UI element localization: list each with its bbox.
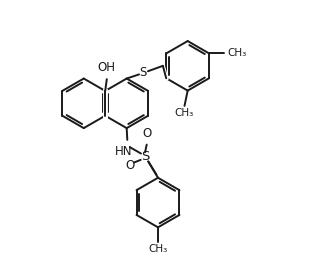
Text: CH₃: CH₃ bbox=[227, 48, 246, 58]
Text: HN: HN bbox=[115, 145, 132, 158]
Text: O: O bbox=[142, 127, 151, 140]
Text: O: O bbox=[125, 159, 134, 172]
Text: S: S bbox=[141, 150, 149, 163]
Text: CH₃: CH₃ bbox=[175, 108, 194, 118]
Text: OH: OH bbox=[98, 61, 116, 75]
Text: S: S bbox=[140, 66, 147, 79]
Text: CH₃: CH₃ bbox=[148, 244, 168, 254]
